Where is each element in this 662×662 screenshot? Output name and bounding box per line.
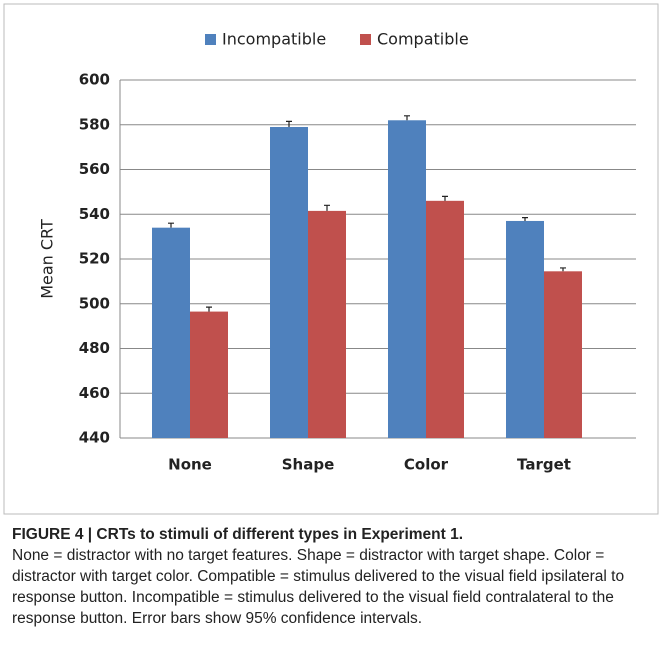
bar [544,271,582,438]
error-bar [560,267,566,272]
y-tick-label: 440 [79,429,110,447]
bar [190,311,228,438]
bar [506,220,544,438]
caption-body: None = distractor with no target feature… [12,547,625,627]
caption: FIGURE 4 | CRTs to stimuli of different … [12,524,652,629]
chart: Mean CRT 440 460 480 500 520 540 560 580 600 None… [3,3,659,515]
caption-title: FIGURE 4 | CRTs to stimuli of different … [12,526,464,543]
legend-swatch [205,34,216,45]
x-tick-label: Target [517,456,571,474]
y-axis-label: Mean CRT [38,219,57,299]
bar [152,227,190,438]
error-bar [206,306,212,312]
bar [426,200,464,438]
x-tick-label: Color [404,456,449,474]
y-tick-label: 600 [79,71,110,89]
y-tick-label: 500 [79,294,110,312]
error-bar [286,120,292,127]
x-tick-label: None [168,456,212,474]
y-tick-label: 460 [79,384,110,402]
y-tick-label: 560 [79,160,110,178]
error-bar [442,195,448,201]
bar [270,126,308,439]
legend-swatch [360,34,371,45]
error-bar [522,217,528,221]
error-bar [324,204,330,211]
y-tick-label: 580 [79,115,110,133]
legend-label: Compatible [377,30,469,49]
legend-label: Incompatible [222,30,326,49]
y-tick-label: 540 [79,205,110,223]
x-tick-label: Shape [282,456,335,474]
chart-border [3,3,659,515]
error-bar [404,115,410,121]
bar [388,120,426,439]
bar [308,210,346,438]
y-tick-label: 520 [79,250,110,268]
error-bar [168,222,174,228]
y-tick-label: 480 [79,339,110,357]
